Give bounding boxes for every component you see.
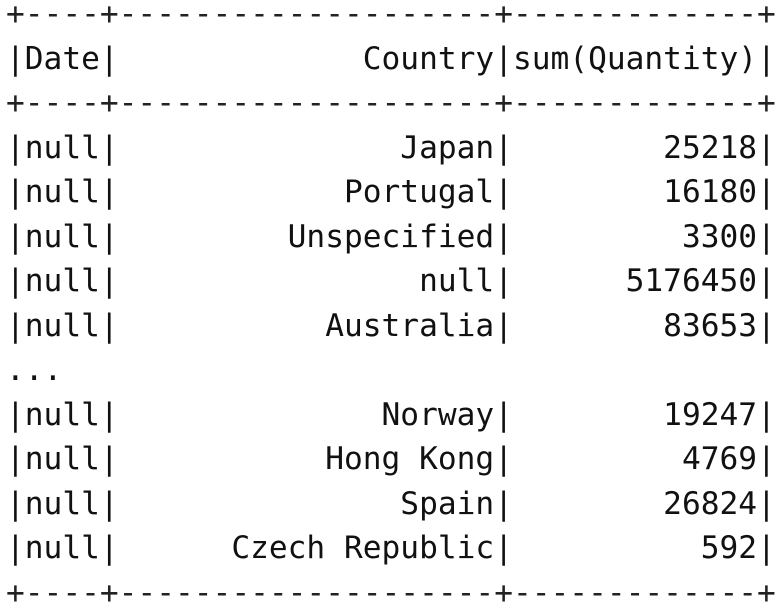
table-header-row: |Date| Country|sum(Quantity)| [6, 40, 776, 77]
table-header-separator: +----+--------------------+-------------… [6, 85, 776, 121]
table-row: |null| Australia| 83653| [6, 307, 776, 344]
table-row: |null| Czech Republic| 592| [6, 530, 776, 566]
table-border-top: +----+--------------------+-------------… [6, 0, 776, 32]
table-row: |null| Japan| 25218| [6, 129, 776, 166]
table-row: |null| Hong Kong| 4769| [6, 441, 776, 477]
table-row: |null| Portugal| 16180| [6, 174, 776, 210]
table-row: |null| Norway| 19247| [6, 396, 776, 433]
console-output: +----+--------------------+-------------… [6, 0, 780, 616]
ellipsis-row: ... [6, 352, 63, 388]
table-row: |null| Spain| 26824| [6, 485, 776, 522]
table-row: |null| null| 5176450| [6, 263, 776, 299]
table-row: |null| Unspecified| 3300| [6, 218, 776, 255]
table-border-bottom: +----+--------------------+-------------… [6, 574, 776, 611]
